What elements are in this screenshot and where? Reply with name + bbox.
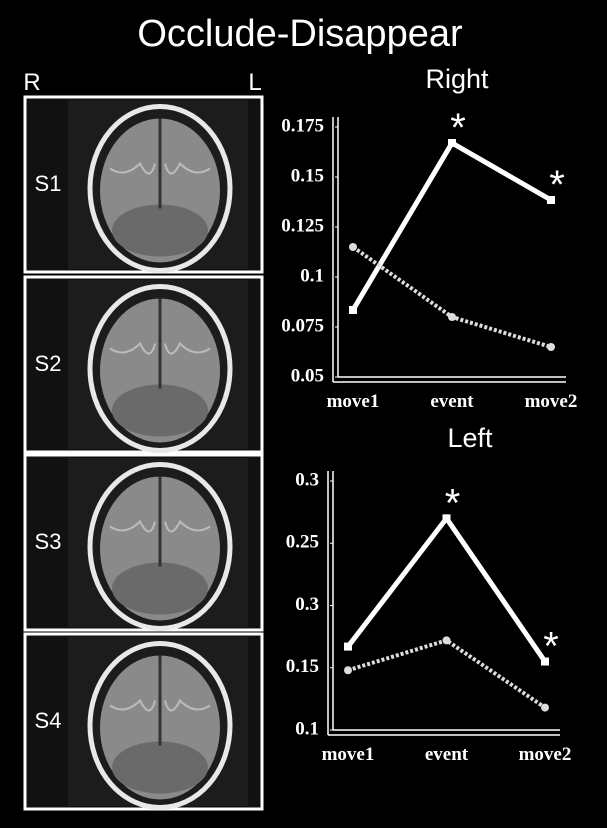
x-tick-label: move2 — [519, 744, 572, 765]
significance-marker: * — [543, 625, 559, 669]
orientation-label: L — [248, 69, 261, 96]
cerebellum — [112, 563, 208, 615]
point — [349, 306, 357, 314]
y-tick-label: 0.1 — [295, 718, 319, 739]
y-tick-label: 0.15 — [291, 165, 324, 186]
y-tick-label: 0.15 — [286, 656, 319, 677]
subject-label: S2 — [35, 351, 62, 376]
significance-marker: * — [549, 163, 565, 207]
x-tick-label: move1 — [322, 744, 375, 765]
y-tick-label: 0.125 — [281, 215, 324, 236]
cerebellum — [112, 385, 208, 437]
significance-marker: * — [445, 481, 461, 525]
subject-label: S1 — [35, 171, 62, 196]
chart-title: Left — [447, 423, 493, 453]
cerebellum — [112, 742, 208, 794]
brain-panels: S1 S2 S3 S4 — [25, 97, 262, 809]
figure-title: Occlude-Disappear — [137, 13, 463, 55]
cerebellum — [112, 205, 208, 257]
y-tick-label: 0.175 — [281, 115, 324, 136]
subject-label: S4 — [35, 708, 62, 733]
point — [541, 704, 549, 712]
y-tick-label: 0.25 — [286, 532, 319, 553]
chart-title: Right — [425, 64, 489, 94]
y-tick-label: 0.3 — [295, 469, 319, 490]
point — [349, 243, 357, 251]
point — [448, 313, 456, 321]
point — [443, 636, 451, 644]
point — [344, 643, 352, 651]
x-tick-label: move1 — [327, 391, 380, 412]
subject-label: S3 — [35, 529, 62, 554]
x-tick-label: move2 — [525, 391, 578, 412]
y-tick-label: 0.1 — [300, 265, 324, 286]
point — [344, 666, 352, 674]
x-tick-label: event — [430, 391, 474, 412]
y-tick-label: 0.3 — [295, 594, 319, 615]
significance-marker: * — [450, 106, 466, 150]
y-tick-label: 0.075 — [281, 315, 324, 336]
y-tick-label: 0.05 — [291, 365, 324, 386]
x-tick-label: event — [425, 744, 469, 765]
point — [547, 343, 555, 351]
orientation-label: R — [23, 69, 40, 96]
figure: Occlude-Disappear R L S1 S2 S3 S4 Right 0.05… — [0, 0, 607, 828]
